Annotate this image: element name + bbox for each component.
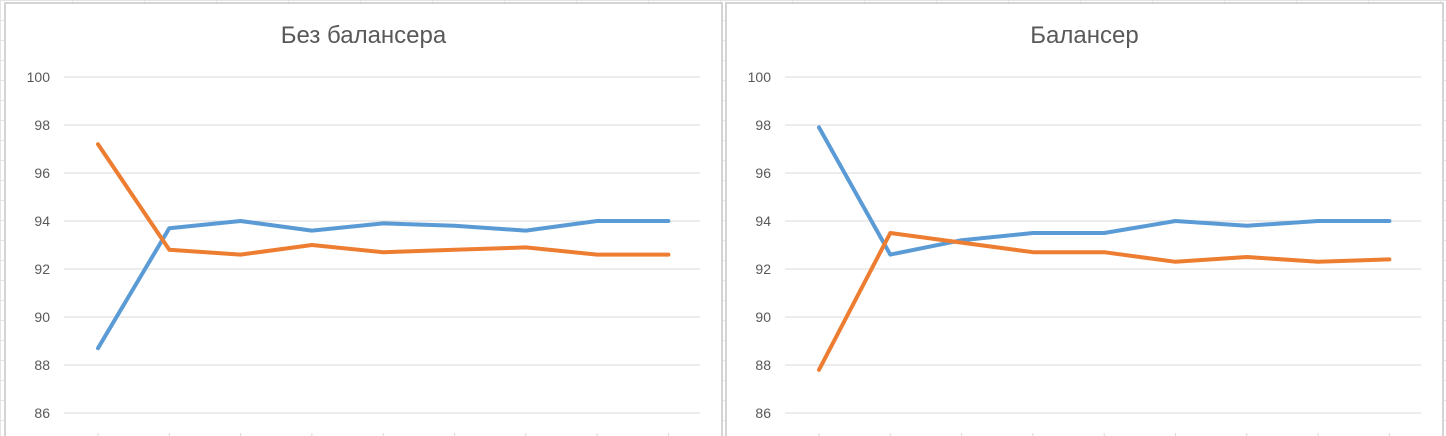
y-tick-label-right-5: 90 xyxy=(755,309,771,325)
series-line-right-0[interactable] xyxy=(817,125,1392,257)
y-tick-label-right-1: 98 xyxy=(755,117,771,133)
y-tick-label-left-4: 92 xyxy=(34,261,50,277)
y-tick-label-left-5: 90 xyxy=(34,309,50,325)
series-line-left-1[interactable] xyxy=(96,142,671,257)
y-tick-label-right-7: 86 xyxy=(755,405,771,421)
y-tick-label-left-1: 98 xyxy=(34,117,50,133)
chart-plot-left: 100 98 96 94 92 90 88 86 xyxy=(27,69,700,436)
y-tick-label-right-6: 88 xyxy=(755,357,771,373)
series-line-left-0[interactable] xyxy=(96,219,671,351)
chart-title-left: Без балансера xyxy=(280,22,447,49)
y-tick-label-right-0: 100 xyxy=(748,69,772,85)
chart-right[interactable]: Балансер 100 98 96 94 92 90 88 86 xyxy=(725,2,1444,436)
chart-title-right: Балансер xyxy=(1030,22,1139,49)
y-tick-label-left-6: 88 xyxy=(34,357,50,373)
y-tick-label-left-3: 94 xyxy=(34,213,50,229)
y-tick-label-left-2: 96 xyxy=(34,165,50,181)
y-tick-label-left-7: 86 xyxy=(34,405,50,421)
chart-plot-right: 100 98 96 94 92 90 88 86 xyxy=(748,69,1421,436)
y-tick-label-left-0: 100 xyxy=(27,69,51,85)
y-tick-label-right-4: 92 xyxy=(755,261,771,277)
y-tick-label-right-3: 94 xyxy=(755,213,771,229)
chart-left[interactable]: Без балансера 100 98 96 94 92 90 88 86 xyxy=(4,2,723,436)
y-tick-label-right-2: 96 xyxy=(755,165,771,181)
series-line-right-1[interactable] xyxy=(817,231,1392,372)
